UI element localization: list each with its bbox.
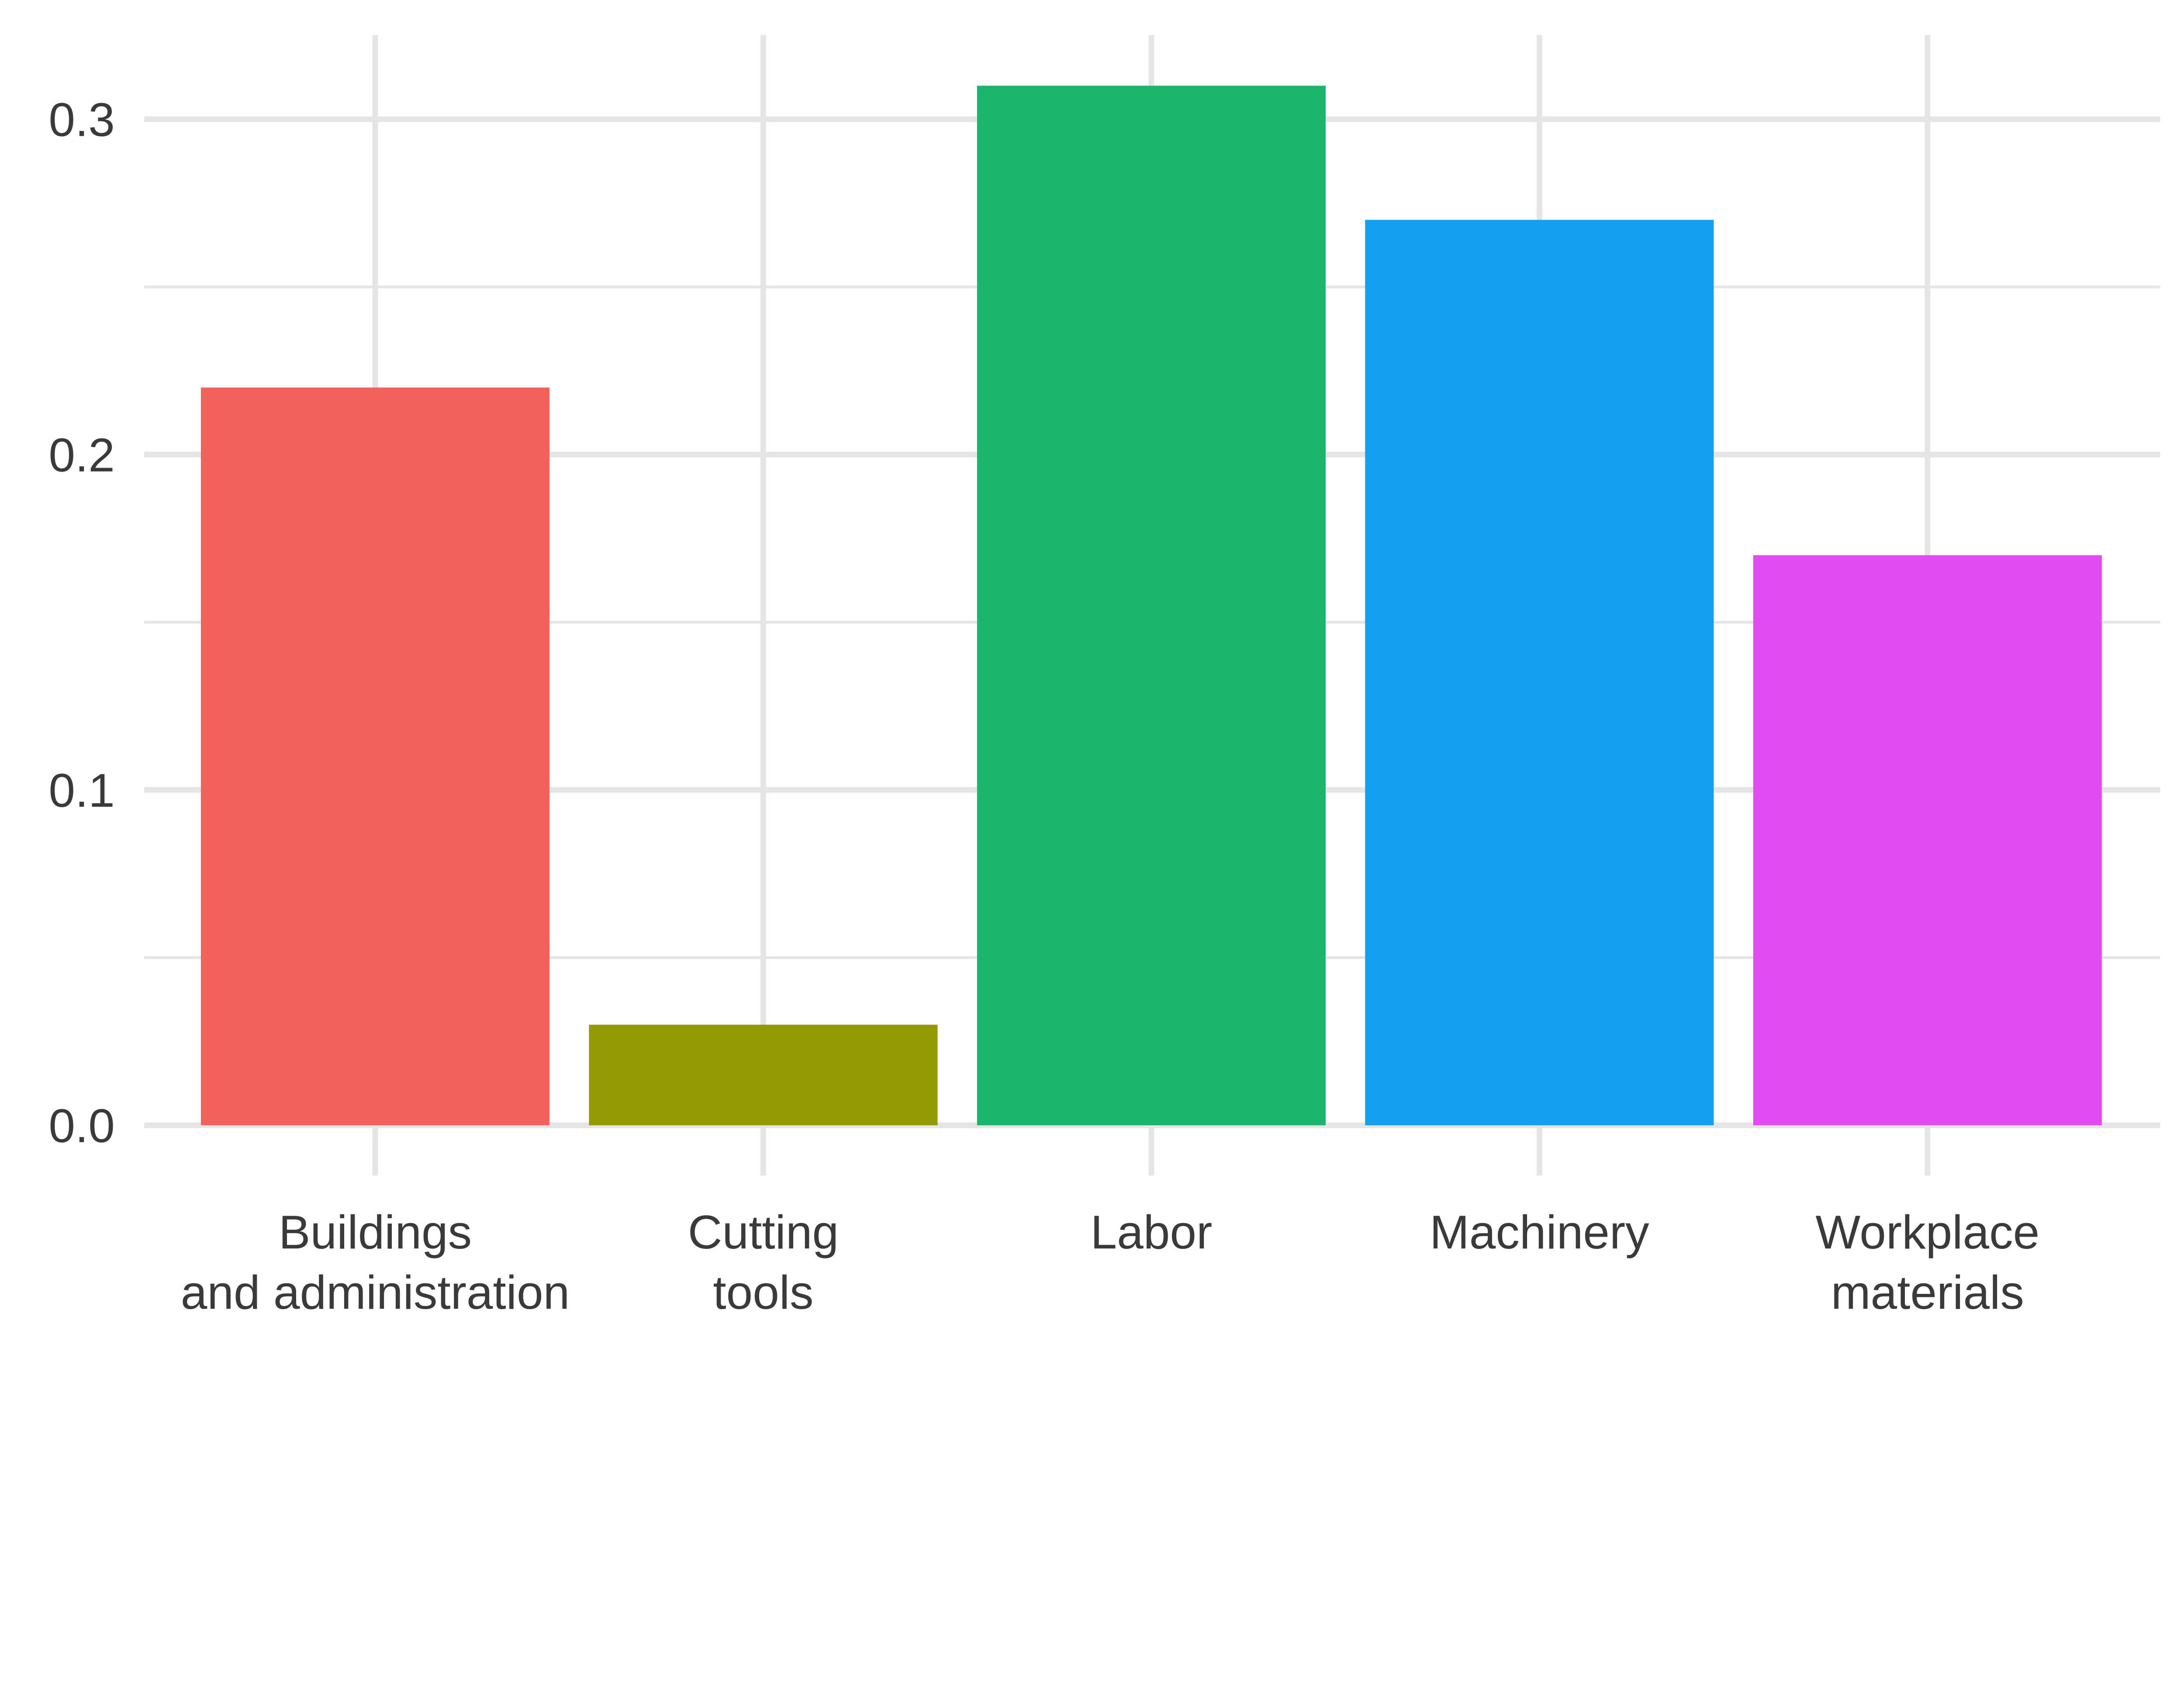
bars [200,86,2102,1125]
x-tick-label: Buildings and administration [181,1206,570,1319]
bar-workplace-materials [1753,555,2102,1125]
x-axis-ticks: Buildings and administration Cutting tools L… [181,1206,2039,1319]
x-tick-label: Labor [1091,1206,1213,1259]
y-tick-label: 0.2 [48,428,114,482]
x-tick-label: Cutting tools [688,1206,839,1319]
x-tick-label: Machinery [1430,1206,1649,1259]
y-axis-ticks: 0.0 0.1 0.2 0.3 [48,93,114,1153]
y-tick-label: 0.0 [48,1099,114,1152]
x-tick-label-line: tools [713,1266,813,1319]
bar-cutting-tools [589,1024,938,1125]
x-tick-label-line: and administration [181,1266,570,1319]
x-tick-label-line: materials [1831,1266,2024,1319]
bar-machinery [1365,220,1714,1125]
x-tick-label-line: Labor [1091,1206,1213,1259]
x-tick-label-line: Buildings [279,1206,472,1259]
bar-chart: 0.0 0.1 0.2 0.3 Buildings and administration… [48,35,2160,1319]
x-tick-label-line: Cutting [688,1206,839,1259]
y-tick-label: 0.1 [48,764,114,817]
bar-labor [977,86,1326,1125]
x-tick-label: Workplace materials [1815,1206,2039,1319]
bar-buildings-and-administration [200,387,550,1125]
x-tick-label-line: Machinery [1430,1206,1649,1259]
x-tick-label-line: Workplace [1815,1206,2039,1259]
y-tick-label: 0.3 [48,93,114,147]
